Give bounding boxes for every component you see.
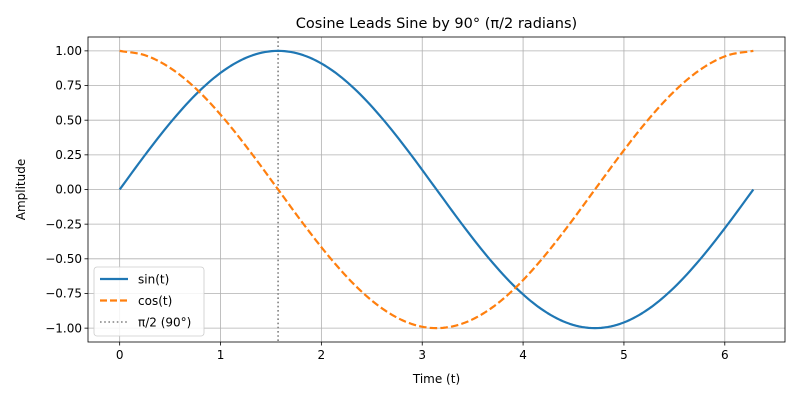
y-axis-ticks: −1.00 −0.75 −0.50 −0.25 0.00 0.25 0.50 0.75 1.00 — [45, 44, 88, 335]
x-axis-label: Time (t) — [412, 372, 460, 386]
legend-box — [93, 266, 205, 337]
x-tick-label: 3 — [418, 348, 426, 362]
y-axis-label: Amplitude — [14, 159, 28, 221]
y-tick-label: 1.00 — [55, 44, 82, 58]
x-tick-label: 2 — [318, 348, 326, 362]
legend-label-sin: sin(t) — [138, 272, 169, 286]
x-tick-label: 5 — [620, 348, 628, 362]
legend-label-pi-over-2: π/2 (90°) — [138, 315, 191, 329]
y-tick-label: −0.25 — [45, 217, 82, 231]
x-tick-label: 4 — [519, 348, 527, 362]
y-tick-label: −0.50 — [45, 252, 82, 266]
legend: sin(t) cos(t) π/2 (90°) — [93, 266, 205, 337]
y-tick-label: −0.75 — [45, 287, 82, 301]
x-tick-label: 0 — [116, 348, 124, 362]
series-line-cos — [119, 49, 754, 330]
y-tick-label: 0.50 — [55, 113, 82, 127]
y-tick-label: −1.00 — [45, 321, 82, 335]
y-tick-label: 0.75 — [55, 79, 82, 93]
y-tick-label: 0.25 — [55, 148, 82, 162]
x-axis-ticks: 0 1 2 3 4 5 6 — [116, 342, 729, 362]
series-lines — [118, 49, 755, 330]
x-tick-label: 6 — [721, 348, 729, 362]
chart-title: Cosine Leads Sine by 90° (π/2 radians) — [296, 16, 577, 32]
series-line-sin — [118, 49, 755, 330]
y-tick-label: 0.00 — [55, 183, 82, 197]
legend-label-cos: cos(t) — [138, 294, 172, 308]
x-tick-label: 1 — [217, 348, 225, 362]
